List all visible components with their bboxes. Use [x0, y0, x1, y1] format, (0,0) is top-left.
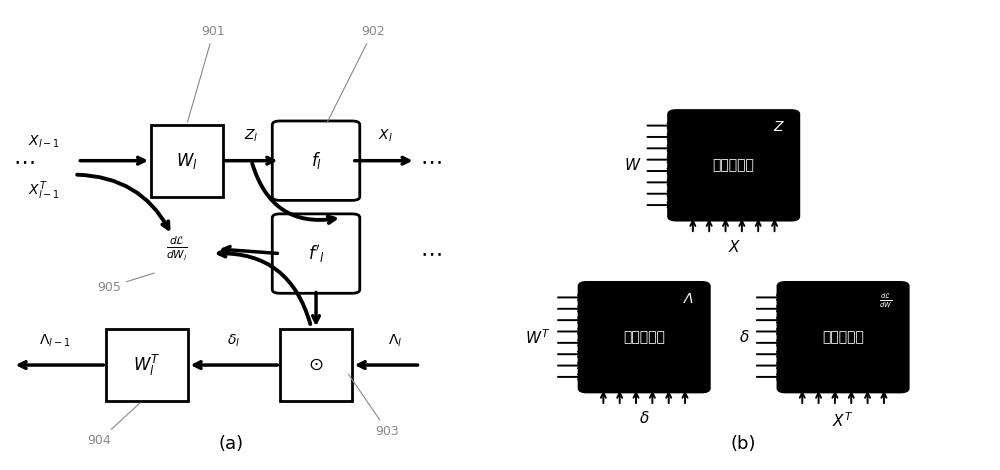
Text: $\frac{d\mathcal{L}}{dW_l}$: $\frac{d\mathcal{L}}{dW_l}$ [166, 235, 188, 263]
Text: W: W [625, 158, 640, 173]
Text: $Z_l$: $Z_l$ [244, 128, 259, 144]
FancyBboxPatch shape [106, 329, 188, 401]
Text: $\cdots$: $\cdots$ [420, 243, 442, 264]
Text: $X^T_{l-1}$: $X^T_{l-1}$ [28, 180, 60, 202]
FancyBboxPatch shape [151, 125, 223, 196]
Text: $\frac{d\mathcal{L}}{dW}$: $\frac{d\mathcal{L}}{dW}$ [879, 292, 892, 310]
Text: $X_l$: $X_l$ [378, 128, 393, 144]
FancyBboxPatch shape [778, 282, 908, 392]
FancyBboxPatch shape [280, 329, 352, 401]
Text: 904: 904 [87, 403, 140, 447]
Text: (a): (a) [219, 435, 244, 453]
Text: (b): (b) [731, 435, 756, 453]
Text: $f_l$: $f_l$ [311, 150, 322, 171]
FancyBboxPatch shape [579, 282, 709, 392]
Text: $\Lambda_l$: $\Lambda_l$ [388, 332, 403, 349]
Text: $W^T$: $W^T$ [525, 328, 550, 346]
Text: 光子张量核: 光子张量核 [822, 330, 864, 344]
Text: 903: 903 [348, 374, 399, 438]
Text: Z: Z [773, 120, 783, 134]
Text: $W_l^T$: $W_l^T$ [133, 352, 161, 377]
Text: $X^T$: $X^T$ [832, 412, 854, 430]
FancyBboxPatch shape [272, 214, 360, 293]
FancyBboxPatch shape [669, 110, 799, 220]
Text: 902: 902 [327, 25, 385, 122]
Text: δ: δ [640, 412, 649, 426]
Text: Λ: Λ [684, 292, 693, 306]
Text: 905: 905 [97, 273, 154, 294]
Text: $\cdots$: $\cdots$ [420, 151, 442, 171]
Text: 光子张量核: 光子张量核 [713, 158, 755, 172]
Text: $\delta_l$: $\delta_l$ [227, 332, 241, 349]
Text: $\Lambda_{l-1}$: $\Lambda_{l-1}$ [39, 332, 70, 349]
Text: $\odot$: $\odot$ [308, 356, 324, 374]
FancyBboxPatch shape [272, 121, 360, 200]
Text: $W_l$: $W_l$ [176, 151, 198, 171]
Text: 光子张量核: 光子张量核 [623, 330, 665, 344]
Text: 901: 901 [188, 25, 225, 122]
Text: $X_{l-1}$: $X_{l-1}$ [28, 134, 60, 150]
Text: δ: δ [740, 329, 749, 345]
Text: $\cdots$: $\cdots$ [13, 151, 34, 171]
Text: X: X [728, 240, 739, 255]
Text: $f'_l$: $f'_l$ [308, 243, 324, 265]
